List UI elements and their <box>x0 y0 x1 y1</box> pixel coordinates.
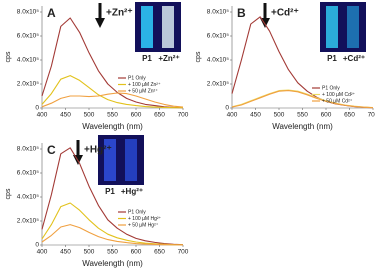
series-line <box>41 147 184 246</box>
cuvette <box>162 6 174 48</box>
x-tick-label: 700 <box>368 112 375 119</box>
inset-label: P1 <box>327 54 337 63</box>
y-tick-label: 2.0x10⁵ <box>17 218 40 225</box>
x-tick-label: 550 <box>107 112 118 119</box>
x-tick-label: 500 <box>274 112 285 119</box>
x-tick-label: 500 <box>84 112 95 119</box>
series-line <box>41 75 184 109</box>
arrow-head <box>95 18 105 28</box>
x-tick-label: 450 <box>60 249 71 256</box>
cuvette <box>347 6 359 48</box>
panel-label: A <box>47 6 56 20</box>
y-tick-label: 8.0x10⁵ <box>207 9 230 16</box>
y-axis-label: cps <box>5 188 12 199</box>
x-tick-label: 450 <box>60 112 71 119</box>
x-tick-label: 700 <box>178 112 189 119</box>
x-tick-label: 650 <box>154 249 165 256</box>
inset-label: P1 <box>105 187 115 196</box>
x-tick-label: 400 <box>227 112 238 119</box>
x-axis-label: Wavelength (nm) <box>82 259 143 268</box>
annotation: +Zn²⁺ <box>106 8 133 19</box>
panel-label: B <box>237 6 246 20</box>
x-tick-label: 500 <box>84 249 95 256</box>
y-axis-label: cps <box>195 51 202 62</box>
series-line <box>41 224 184 246</box>
y-tick-label: 4.0x10⁵ <box>17 57 40 64</box>
x-axis-label: Wavelength (nm) <box>272 122 333 131</box>
y-tick-label: 8.0x10⁵ <box>17 9 40 16</box>
x-tick-label: 600 <box>131 249 142 256</box>
legend-label: + 100 µM Cd²⁺ <box>322 92 356 98</box>
x-tick-label: 400 <box>37 249 48 256</box>
inset-label: +Zn²⁺ <box>158 54 179 63</box>
cuvette <box>104 139 116 181</box>
inset-label: P1 <box>142 54 152 63</box>
y-tick-label: 2.0x10⁵ <box>17 81 40 88</box>
x-tick-label: 550 <box>297 112 308 119</box>
y-tick-label: 0 <box>35 242 39 249</box>
legend-label: P1 Only <box>322 85 340 91</box>
cuvette <box>125 139 137 181</box>
series-line <box>41 17 184 109</box>
x-tick-label: 700 <box>178 249 189 256</box>
y-tick-label: 6.0x10⁵ <box>17 33 40 40</box>
series-line <box>231 90 374 109</box>
legend-label: + 100 µM Zn²⁺ <box>128 82 161 88</box>
y-tick-label: 0 <box>35 105 39 112</box>
cuvette <box>141 6 153 48</box>
y-tick-label: 8.0x10⁵ <box>17 146 40 153</box>
x-tick-label: 650 <box>344 112 355 119</box>
y-tick-label: 4.0x10⁵ <box>17 194 40 201</box>
y-tick-label: 2.0x10⁵ <box>207 81 230 88</box>
y-tick-label: 6.0x10⁵ <box>17 170 40 177</box>
annotation: +Cd²⁺ <box>271 8 299 19</box>
x-tick-label: 450 <box>250 112 261 119</box>
panel-label: C <box>47 143 56 157</box>
legend-label: + 50 µM Zn²⁺ <box>128 88 158 94</box>
x-tick-label: 600 <box>321 112 332 119</box>
y-tick-label: 4.0x10⁵ <box>207 57 230 64</box>
inset-label: +Cd²⁺ <box>343 54 365 63</box>
y-tick-label: 6.0x10⁵ <box>207 33 230 40</box>
legend-label: + 100 µM Hg²⁺ <box>128 216 162 222</box>
y-tick-label: 0 <box>225 105 229 112</box>
legend-label: P1 Only <box>128 75 146 81</box>
x-axis-label: Wavelength (nm) <box>82 122 143 131</box>
inset-label: +Hg²⁺ <box>121 187 143 196</box>
x-tick-label: 600 <box>131 112 142 119</box>
x-tick-label: 650 <box>154 112 165 119</box>
legend-label: P1 Only <box>128 209 146 215</box>
cuvette <box>326 6 338 48</box>
annotation: +Hg²⁺ <box>84 145 112 156</box>
x-tick-label: 400 <box>37 112 48 119</box>
series-line <box>41 92 184 108</box>
x-tick-label: 550 <box>107 249 118 256</box>
legend-label: + 50 µM Hg²⁺ <box>128 222 159 228</box>
y-axis-label: cps <box>5 51 12 62</box>
legend-label: + 50 µM Cd²⁺ <box>322 98 353 104</box>
